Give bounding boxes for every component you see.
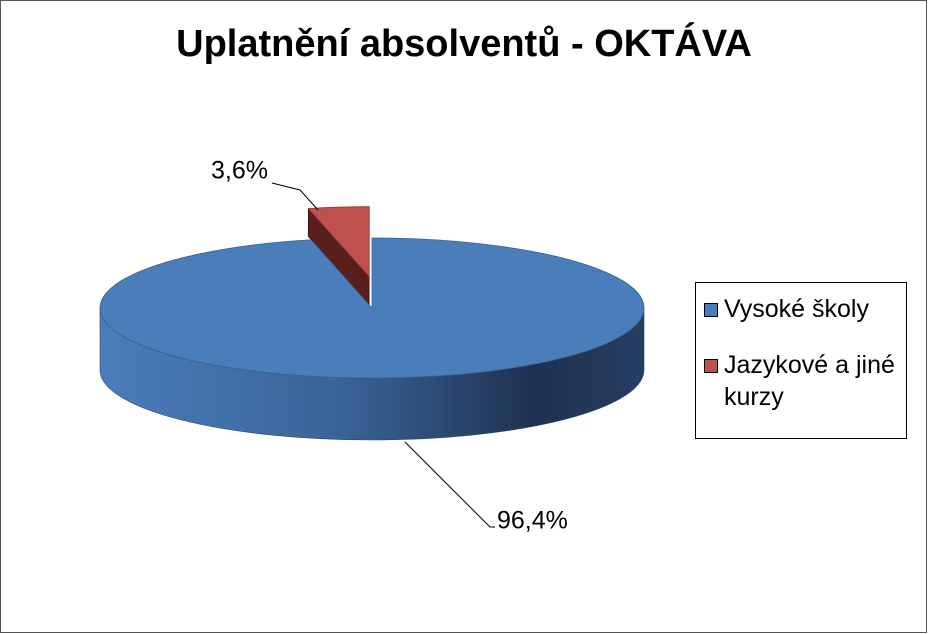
leader-line — [271, 182, 319, 211]
pie-slice — [307, 206, 370, 278]
legend-swatch — [704, 303, 718, 317]
data-label: 96,4% — [497, 507, 568, 535]
legend-item: Jazykové a jiné kurzy — [704, 349, 898, 413]
legend-item: Vysoké školy — [704, 293, 898, 325]
legend-label: Vysoké školy — [724, 295, 869, 323]
pie-slice — [99, 237, 645, 379]
data-label: 3,6% — [211, 157, 268, 185]
chart-title: Uplatnění absolventů - OKTÁVA — [176, 21, 752, 65]
legend: Vysoké školy Jazykové a jiné kurzy — [695, 282, 907, 439]
leader-line — [404, 441, 495, 528]
legend-label: Jazykové a jiné kurzy — [724, 351, 895, 411]
legend-swatch — [704, 359, 718, 373]
